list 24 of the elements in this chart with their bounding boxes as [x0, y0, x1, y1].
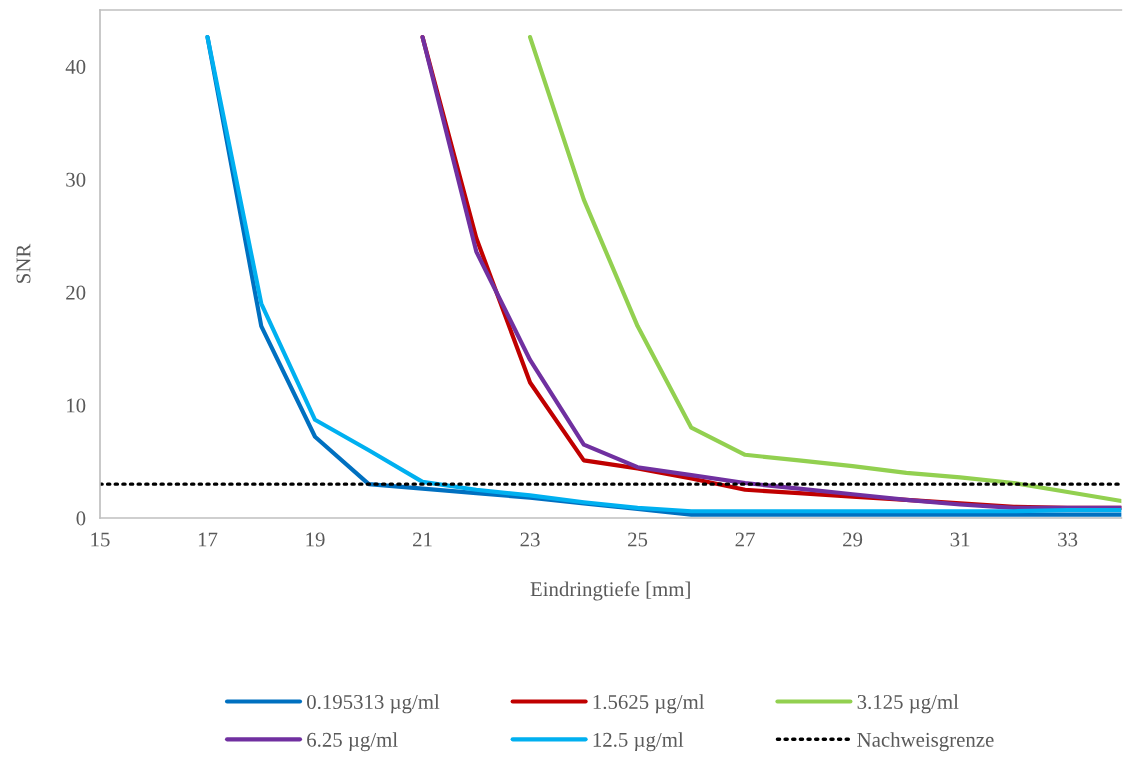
legend-label: 3.125 µg/ml [857, 694, 959, 714]
y-tick-label: 40 [65, 59, 86, 74]
x-tick-label: 25 [628, 532, 648, 547]
x-tick-label: 17 [198, 532, 218, 547]
legend-label: Nachweisgrenze [857, 732, 994, 752]
x-tick-label: 27 [735, 532, 755, 547]
line-series [527, 35, 1122, 504]
y-tick-label: 20 [66, 285, 86, 300]
y-tick-label: 10 [67, 398, 86, 413]
legend-label: 1.5625 µg/ml [593, 694, 705, 714]
x-tick-label: 15 [91, 532, 110, 547]
y-axis-title: SNR [16, 243, 31, 283]
x-tick-label: 33 [1058, 532, 1078, 547]
y-tick-label: 30 [66, 172, 86, 187]
legend-label: 6.25 µg/ml [307, 732, 398, 752]
x-tick-label: 19 [306, 532, 325, 547]
y-tick-label: 0 [76, 511, 86, 526]
x-tick-label: 21 [413, 532, 432, 547]
x-tick-label: 23 [520, 532, 540, 547]
legend-label: 12.5 µg/ml [593, 732, 684, 752]
legend-label: 0.195313 µg/ml [307, 694, 440, 714]
x-tick-label: 31 [950, 532, 970, 547]
x-tick-label: 29 [843, 532, 863, 547]
x-axis-title: Eindringtiefe [mm] [530, 581, 690, 601]
